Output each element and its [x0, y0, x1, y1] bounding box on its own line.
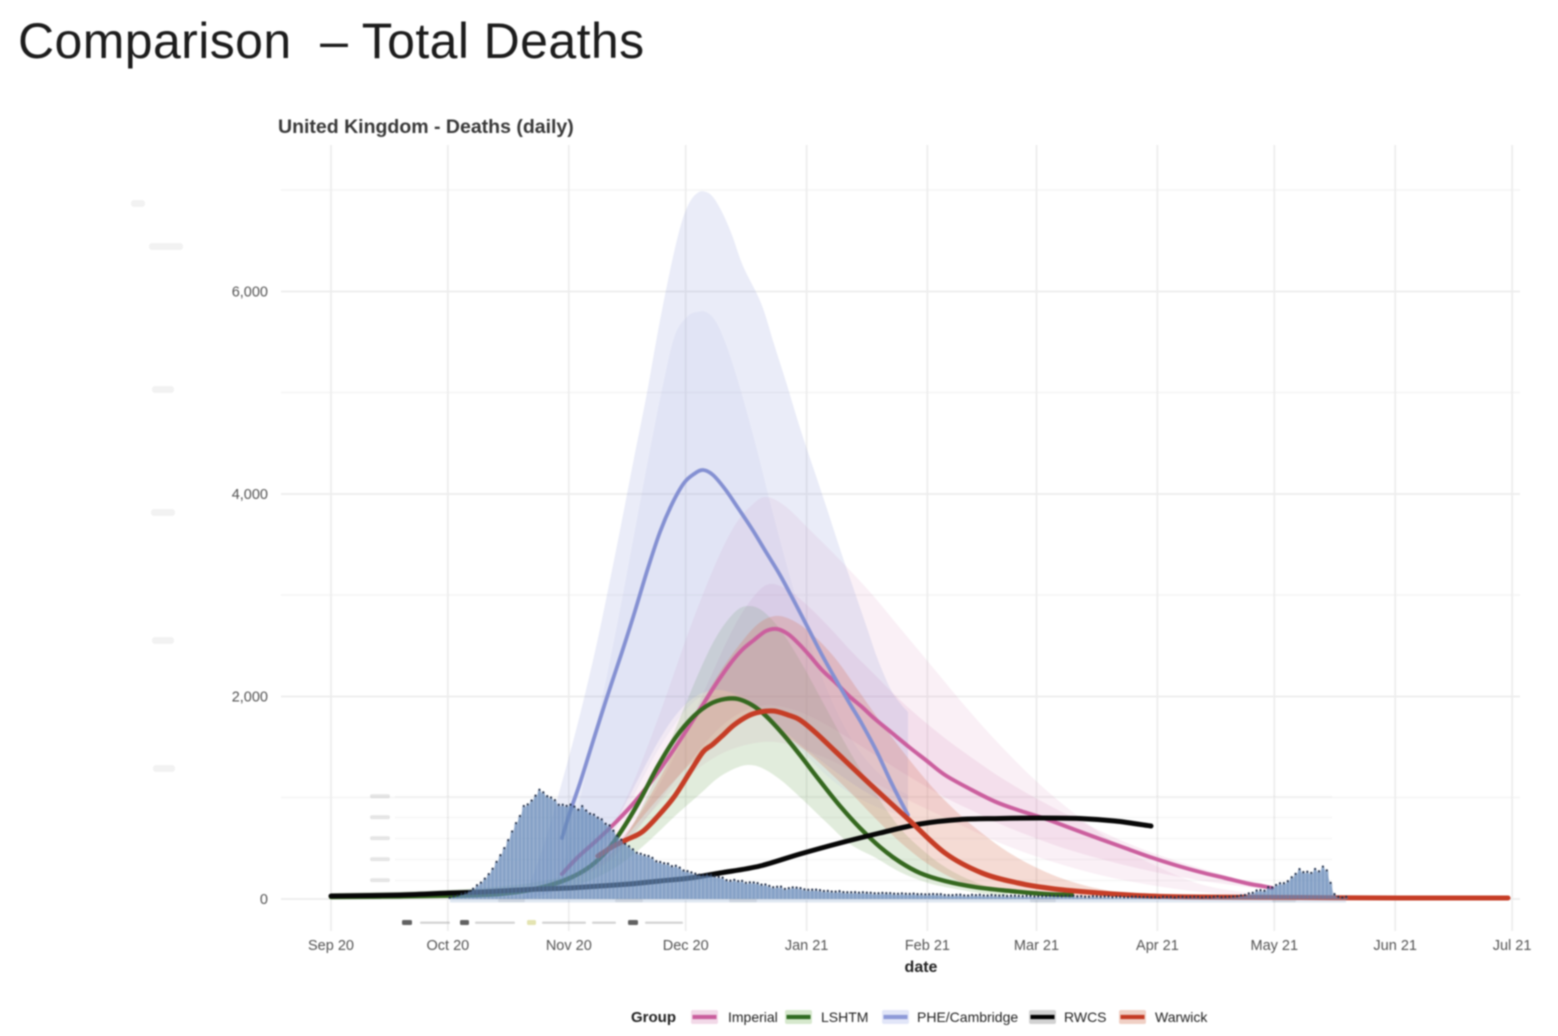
svg-text:Comparison – Total Deaths: Comparison – Total Deaths	[18, 13, 644, 69]
svg-text:Apr 21: Apr 21	[1136, 938, 1179, 954]
svg-text:Warwick: Warwick	[1155, 1009, 1208, 1025]
svg-text:2,000: 2,000	[232, 690, 268, 706]
svg-text:May 21: May 21	[1251, 938, 1299, 954]
svg-text:RWCS: RWCS	[1064, 1009, 1107, 1025]
svg-text:Nov 20: Nov 20	[546, 938, 592, 954]
svg-text:PHE/Cambridge: PHE/Cambridge	[917, 1009, 1018, 1025]
svg-text:Sep 20: Sep 20	[308, 938, 354, 954]
svg-text:date: date	[905, 959, 938, 976]
svg-text:0: 0	[260, 892, 268, 908]
svg-text:Jan 21: Jan 21	[785, 938, 829, 954]
svg-text:Imperial: Imperial	[728, 1009, 778, 1025]
svg-text:Mar 21: Mar 21	[1014, 938, 1059, 954]
svg-text:4,000: 4,000	[232, 487, 268, 503]
svg-text:Dec 20: Dec 20	[663, 938, 709, 954]
svg-text:Jun 21: Jun 21	[1373, 938, 1417, 954]
svg-text:Jul 21: Jul 21	[1493, 938, 1532, 954]
svg-text:Feb 21: Feb 21	[905, 938, 950, 954]
svg-text:Oct 20: Oct 20	[427, 938, 470, 954]
svg-text:LSHTM: LSHTM	[821, 1009, 868, 1025]
svg-text:Group: Group	[631, 1009, 676, 1026]
svg-text:6,000: 6,000	[232, 285, 268, 301]
svg-text:United Kingdom - Deaths (daily: United Kingdom - Deaths (daily)	[278, 116, 574, 138]
